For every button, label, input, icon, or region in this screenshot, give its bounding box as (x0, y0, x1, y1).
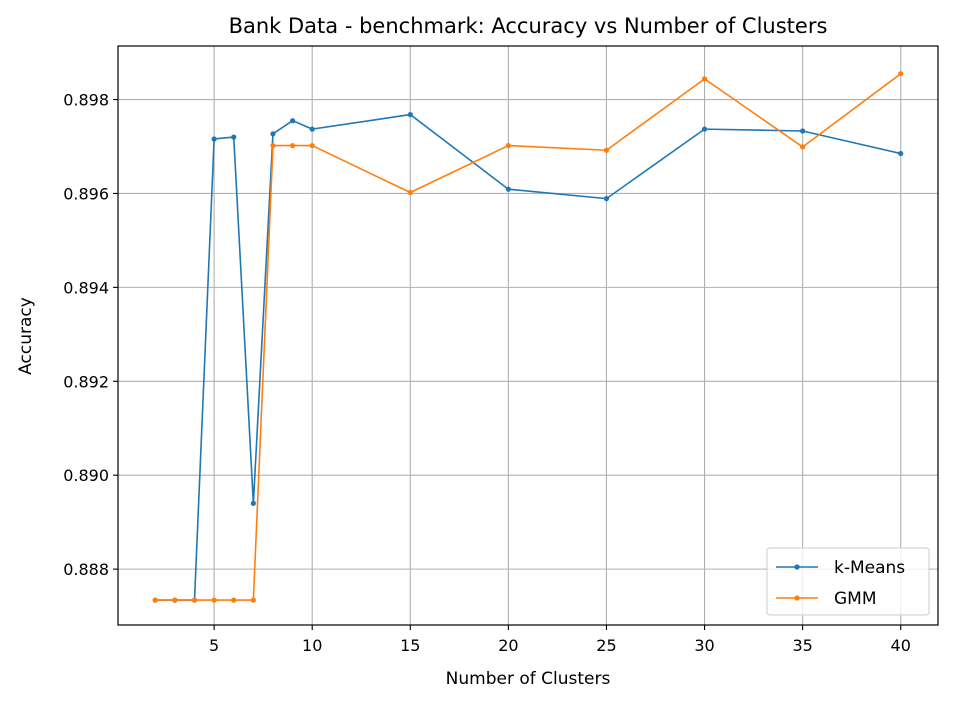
y-axis-title: Accuracy (16, 297, 36, 375)
y-tick-label: 0.888 (63, 560, 109, 579)
y-tick-label: 0.890 (63, 466, 109, 485)
data-point (407, 189, 413, 196)
data-point (211, 597, 217, 603)
chart-title: Bank Data - benchmark: Accuracy vs Numbe… (229, 14, 828, 38)
data-point (231, 134, 237, 140)
data-point (701, 126, 708, 132)
x-tick-label: 5 (209, 636, 219, 655)
data-point (603, 147, 610, 153)
y-tick-label: 0.892 (63, 372, 109, 391)
series-layer (152, 71, 904, 603)
data-point (603, 196, 610, 202)
data-point (211, 136, 217, 142)
data-point (898, 71, 904, 77)
legend-marker (794, 595, 800, 601)
data-point (191, 597, 198, 603)
data-point (898, 150, 904, 157)
data-point (289, 118, 296, 124)
legend-label: GMM (834, 589, 877, 609)
y-tick-label: 0.894 (63, 278, 109, 297)
legend: k-Means GMM (766, 547, 930, 616)
legend-item: k-Means (776, 558, 905, 578)
x-tick-label: 10 (302, 636, 322, 655)
data-point (407, 111, 413, 118)
data-point (231, 597, 237, 603)
y-tick-label: 0.896 (63, 184, 109, 203)
data-point (289, 142, 296, 149)
x-axis-title: Number of Clusters (446, 669, 611, 689)
data-point (309, 126, 315, 132)
y-tick-label: 0.898 (63, 91, 109, 110)
axis-ticks: 5 10 15 20 25 30 35 40 0.888 0.890 0.892 0.894 0.896… (63, 91, 911, 655)
x-tick-label: 30 (694, 636, 714, 655)
data-point (250, 500, 256, 506)
legend-label: k-Means (834, 558, 905, 578)
data-point (505, 142, 511, 149)
plot-frame (117, 45, 939, 626)
x-tick-label: 15 (400, 636, 420, 655)
legend-item: GMM (776, 589, 877, 609)
series-gmm (152, 71, 904, 603)
legend-marker (794, 564, 800, 570)
x-tick-label: 35 (792, 636, 812, 655)
data-point (800, 128, 806, 134)
data-point (505, 186, 511, 192)
data-point (250, 597, 256, 603)
x-tick-label: 25 (596, 636, 616, 655)
data-point (701, 76, 708, 82)
data-point (270, 142, 276, 149)
data-point (800, 144, 806, 150)
x-tick-label: 40 (891, 636, 911, 655)
data-point (172, 597, 178, 603)
data-point (152, 597, 158, 603)
data-point (309, 142, 315, 149)
x-tick-label: 20 (498, 636, 518, 655)
data-point (270, 131, 276, 137)
